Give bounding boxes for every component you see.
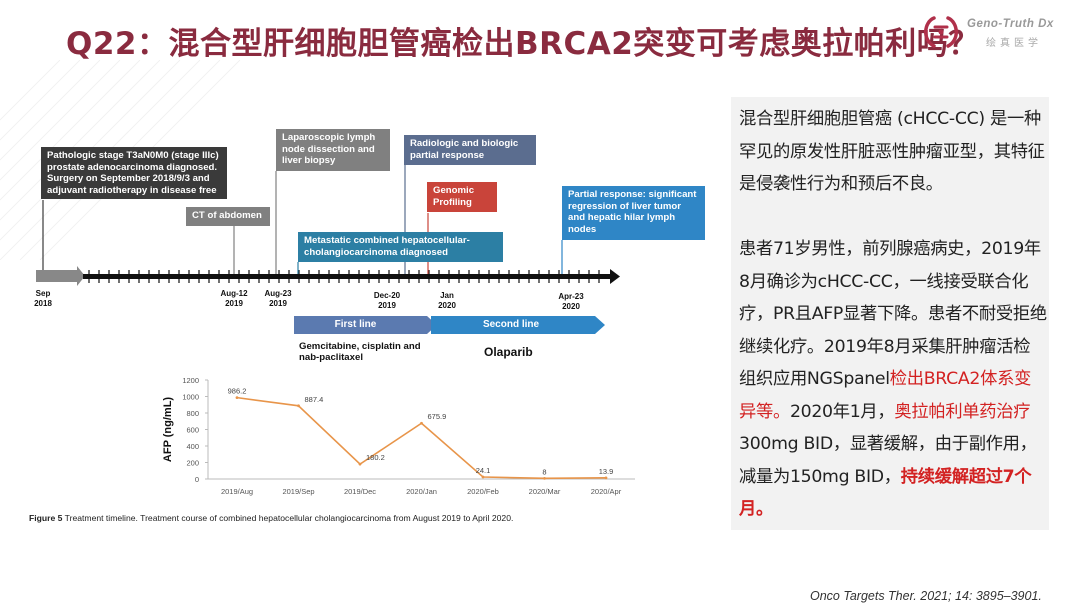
event-radiologic-response: Radiologic and biologic partial response xyxy=(404,135,536,165)
afp-line-chart: 0 200 400 600 800 1000 1200 2019/Aug 2019/Sep 201… xyxy=(162,376,635,496)
event-ct-abdomen: CT of abdomen xyxy=(186,207,270,226)
event-laparoscopic: Laparoscopic lymph node dissection and l… xyxy=(276,129,390,171)
afp-data-point xyxy=(235,396,239,400)
first-line-drugs: Gemcitabine, cisplatin and nab-paclitaxe… xyxy=(299,341,421,363)
p2-text-e: 300mg BID，显著缓解，由于副作用，减量为150mg BID， xyxy=(739,434,1037,487)
y-tick-label: 1000 xyxy=(182,393,199,402)
afp-data-label: 24.1 xyxy=(476,466,491,475)
afp-data-point xyxy=(297,404,300,408)
first-line-label: First line xyxy=(334,319,377,330)
event-pathologic-stage: Pathologic stage T3aN0M0 (stage IIIc) pr… xyxy=(41,147,227,199)
page-title: Q22：混合型肝细胞胆管癌检出BRCA2突变可考虑奥拉帕利吗？ xyxy=(66,26,980,62)
afp-data-label: 8 xyxy=(542,467,546,476)
p2-text-a: 患者71岁男性，前列腺癌病史，2019年8月确诊为cHCC-CC，一线接受联合化… xyxy=(739,239,1047,389)
panel-paragraph-1: 混合型肝细胞胆管癌 (cHCC-CC) 是一种罕见的原发性肝脏恶性肿瘤亚型，其特… xyxy=(739,109,1045,194)
afp-series-line xyxy=(236,396,607,480)
second-line-arrow xyxy=(431,316,605,334)
first-line-arrow xyxy=(294,316,437,334)
x-tick-label: 2020/Mar xyxy=(529,487,561,496)
x-tick-label: 2019/Aug xyxy=(221,487,253,496)
tick-aug23-2019: Aug-23 2019 xyxy=(264,289,292,308)
reference-citation: Onco Targets Ther. 2021; 14: 3895–3901. xyxy=(810,589,1042,603)
afp-data-label: 887.4 xyxy=(305,395,324,404)
y-tick-label: 0 xyxy=(195,475,199,484)
figure-caption: Figure 5 Treatment timeline. Treatment c… xyxy=(29,513,513,523)
y-tick-label: 400 xyxy=(186,442,199,451)
timeline-axis xyxy=(36,165,620,334)
summary-panel: 混合型肝细胞胆管癌 (cHCC-CC) 是一种罕见的原发性肝脏恶性肿瘤亚型，其特… xyxy=(731,97,1049,530)
afp-data-point xyxy=(481,475,485,479)
event-genomic-profiling: Genomic Profiling xyxy=(427,182,497,212)
second-line-label: Second line xyxy=(482,319,540,330)
tick-dec20-2019: Dec-20 2019 xyxy=(373,291,401,310)
second-line-drug: Olaparib xyxy=(484,345,533,359)
logo-text-en: Geno-Truth Dx xyxy=(967,18,1054,30)
y-axis-title: AFP (ng/mL) xyxy=(162,397,174,463)
x-tick-label: 2019/Dec xyxy=(344,487,376,496)
timeline-start-arrow xyxy=(36,266,85,286)
afp-data-point xyxy=(604,476,608,480)
x-tick-label: 2020/Jan xyxy=(406,487,437,496)
tick-sep-2018: Sep 2018 xyxy=(34,289,52,308)
p2-text-c: 2020年1月， xyxy=(789,401,895,422)
p2-highlight-olaparib: 奥拉帕利单药治疗 xyxy=(894,401,1031,422)
company-logo: Geno-Truth Dx 绘真医学 xyxy=(920,12,1075,52)
tick-apr23-2020: Apr-23 2020 xyxy=(558,292,584,311)
caption-label: Figure 5 xyxy=(29,513,63,523)
x-tick-label: 2019/Sep xyxy=(282,487,314,496)
y-tick-label: 800 xyxy=(186,409,199,418)
y-tick-label: 600 xyxy=(186,426,199,435)
x-tick-label: 2020/Feb xyxy=(467,487,499,496)
afp-data-point xyxy=(543,476,546,480)
caption-text: Treatment timeline. Treatment course of … xyxy=(64,513,514,523)
afp-data-label: 986.2 xyxy=(228,387,247,396)
p2-highlight-remission: 持续缓解超过7个月。 xyxy=(739,466,1032,520)
tick-aug12-2019: Aug-12 2019 xyxy=(220,289,248,308)
p2-highlight-brca2: 检出BRCA2体系变异等。 xyxy=(739,369,1032,422)
tick-jan-2020: Jan 2020 xyxy=(438,291,456,310)
panel-paragraph-2: 患者71岁男性，前列腺癌病史，2019年8月确诊为cHCC-CC，一线接受联合化… xyxy=(739,233,1047,526)
logo-text-cn: 绘真医学 xyxy=(986,38,1042,49)
x-tick-label: 2020/Apr xyxy=(591,487,622,496)
afp-data-label: 180.2 xyxy=(366,453,385,462)
logo-mark-icon xyxy=(924,16,958,48)
event-metastatic-diagnosed: Metastatic combined hepatocellular-chola… xyxy=(298,232,503,262)
y-tick-label: 1200 xyxy=(182,376,199,385)
afp-data-point xyxy=(420,421,423,425)
y-tick-label: 200 xyxy=(186,459,199,468)
afp-data-point xyxy=(358,462,362,466)
event-partial-response: Partial response: significant regression… xyxy=(562,186,705,240)
afp-data-label: 675.9 xyxy=(428,412,447,421)
afp-data-label: 13.9 xyxy=(599,467,614,476)
